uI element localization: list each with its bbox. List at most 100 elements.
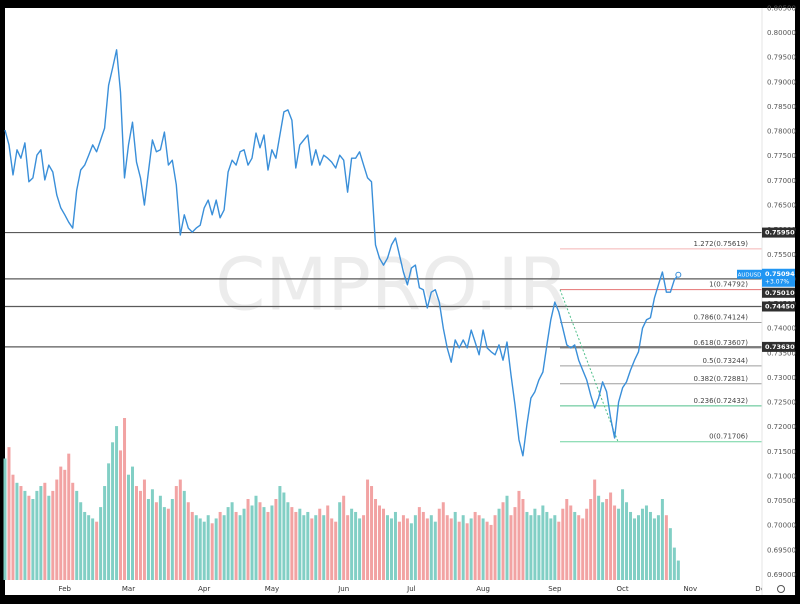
volume-bar — [509, 515, 513, 580]
volume-bar — [393, 511, 397, 580]
fib-label: 0.382(0.72881) — [694, 375, 749, 383]
symbol-label: AUDUSD — [738, 272, 762, 278]
volume-bar — [609, 492, 613, 580]
volume-bar — [270, 505, 274, 580]
volume-bar — [621, 489, 625, 580]
x-tick-label: Jun — [337, 585, 349, 593]
volume-bar — [87, 515, 91, 580]
volume-bar — [99, 507, 103, 580]
volume-bar — [389, 518, 393, 580]
volume-bar — [262, 507, 266, 580]
level-box — [762, 287, 795, 298]
volume-bar — [629, 511, 633, 580]
volume-bar — [505, 495, 509, 580]
volume-bar — [644, 505, 648, 580]
level-box — [762, 227, 795, 238]
volume-bar — [222, 515, 226, 580]
volume-bar — [648, 511, 652, 580]
volume-bar — [354, 511, 358, 580]
volume-bar — [517, 490, 521, 580]
fib-label: 0.5(0.73244) — [702, 357, 748, 365]
y-tick-label: 0.70000 — [767, 522, 796, 530]
volume-bar — [15, 482, 19, 580]
volume-bar — [433, 521, 437, 580]
volume-bar — [346, 515, 350, 580]
volume-bar — [362, 515, 366, 580]
volume-bar — [401, 515, 405, 580]
volume-bar — [342, 495, 346, 580]
volume-bar — [178, 479, 182, 580]
volume-bar — [127, 474, 131, 580]
price-layer — [4, 49, 682, 457]
y-tick-label: 0.75500 — [767, 251, 796, 259]
level-label: 0.73630 — [765, 343, 795, 351]
volume-bar — [577, 515, 581, 580]
volume-bar — [378, 505, 382, 580]
last-point — [675, 271, 682, 278]
y-tick-label: 0.72500 — [767, 399, 796, 407]
volume-bar — [640, 508, 644, 580]
volume-bar — [11, 474, 15, 580]
volume-bar — [306, 511, 310, 580]
volume-bar — [525, 511, 529, 580]
volume-bar — [338, 502, 342, 580]
x-tick-label: Oct — [616, 585, 628, 593]
volume-bar — [593, 479, 597, 580]
volume-bar — [294, 511, 298, 580]
volume-bar — [557, 521, 561, 580]
volume-bar — [79, 502, 83, 580]
volume-bar — [664, 515, 668, 580]
volume-bar — [310, 518, 314, 580]
settings-icon[interactable] — [777, 585, 785, 593]
volume-bar — [206, 515, 210, 580]
volume-bar — [31, 499, 35, 580]
volume-bar — [549, 518, 553, 580]
volume-bar — [154, 502, 158, 580]
y-tick-label: 0.76500 — [767, 201, 796, 209]
level-label: 0.74450 — [765, 302, 795, 310]
fib-label: 0.786(0.74124) — [694, 314, 749, 322]
volume-bar — [561, 508, 565, 580]
level-label: 0.75010 — [765, 289, 795, 297]
volume-bar — [190, 511, 194, 580]
volume-bar — [95, 521, 99, 580]
volume-bar — [27, 495, 31, 580]
volume-bar — [497, 508, 501, 580]
volume-bar — [597, 495, 601, 580]
volume-bar — [605, 499, 609, 580]
volume-bar — [242, 508, 246, 580]
fib-trendline — [559, 289, 619, 442]
volume-bar — [146, 499, 150, 580]
volume-bar — [246, 499, 250, 580]
volume-bar — [449, 518, 453, 580]
y-tick-label: 0.80000 — [767, 29, 796, 37]
y-tick-label: 0.79500 — [767, 54, 796, 62]
volume-bar — [162, 507, 166, 580]
volume-bar — [421, 511, 425, 580]
volume-bar — [318, 508, 322, 580]
volume-bar — [266, 511, 270, 580]
volume-bar — [585, 508, 589, 580]
volume-bar — [537, 515, 541, 580]
volume-bar — [174, 486, 178, 580]
level-box — [762, 341, 795, 352]
volume-bar — [286, 502, 290, 580]
volume-bar — [481, 518, 485, 580]
volume-bar — [274, 499, 278, 580]
volume-bar — [437, 508, 441, 580]
volume-bar — [545, 511, 549, 580]
volume-bar — [366, 479, 370, 580]
volume-bar — [385, 515, 389, 580]
volume-bar — [7, 447, 11, 580]
volume-bar — [158, 495, 162, 580]
volume-bar — [39, 486, 43, 580]
lines-layer: 1.272(0.75619) 1(0.74792) 0.786(0.74124) 0.… — [5, 231, 762, 443]
volume-bar — [47, 495, 51, 580]
volume-bar — [565, 499, 569, 580]
y-tick-label: 0.79000 — [767, 78, 796, 86]
volume-bar — [278, 486, 282, 580]
volume-bar — [258, 502, 262, 580]
volume-bar — [417, 507, 421, 580]
x-tick-label: Jul — [406, 585, 416, 593]
